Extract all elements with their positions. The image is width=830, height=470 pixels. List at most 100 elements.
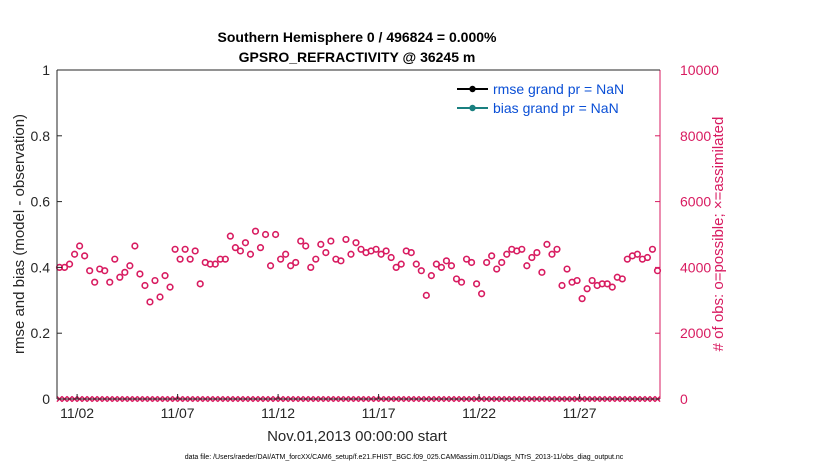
- obs-possible-point: [131, 242, 139, 250]
- obs-possible-point: [246, 250, 255, 258]
- obs-possible-point: [618, 275, 626, 283]
- obs-possible-point: [518, 245, 526, 253]
- obs-possible-point: [241, 239, 250, 247]
- data-file-footer: data file: /Users/raeder/DAI/ATM_forcXX/…: [185, 454, 624, 461]
- obs-possible-point: [548, 250, 556, 258]
- obs-possible-point: [357, 245, 365, 253]
- obs-possible-point: [302, 242, 310, 250]
- obs-possible-point: [387, 253, 395, 262]
- obs-possible-point: [317, 240, 325, 248]
- obs-possible-point: [266, 262, 275, 270]
- x-tick-label: 11/27: [563, 405, 597, 421]
- obs-possible-point: [467, 258, 476, 267]
- x-tick-label: 11/07: [161, 405, 195, 421]
- legend-bias-label: bias grand pr = NaN: [493, 100, 619, 116]
- obs-possible-point: [292, 258, 300, 267]
- obs-possible-point: [151, 276, 159, 285]
- obs-possible-point: [412, 260, 420, 268]
- obs-possible-point: [327, 237, 335, 245]
- obs-possible-point: [76, 242, 84, 250]
- legend-box: [450, 78, 648, 118]
- obs-possible-point: [226, 232, 234, 240]
- obs-possible-point: [478, 290, 486, 298]
- obs-possible-point: [156, 293, 164, 301]
- obs-possible-point: [407, 248, 415, 257]
- obs-possible-point: [277, 255, 285, 263]
- obs-possible-point: [81, 252, 89, 260]
- legend: rmse grand pr = NaN bias grand pr = NaN: [450, 78, 648, 118]
- y-axis-label-left: rmse and bias (model - observation): [11, 114, 28, 354]
- obs-possible-point: [312, 255, 320, 263]
- obs-possible-point: [352, 239, 360, 247]
- y-axis-label-right: # of obs: o=possible; ×=assimilated: [710, 117, 727, 352]
- obs-possible-point: [578, 295, 586, 303]
- obs-possible-point: [307, 263, 315, 272]
- x-axis-label: Nov.01,2013 00:00:00 start: [267, 428, 448, 445]
- obs-possible-point: [437, 263, 446, 272]
- obs-possible-point: [377, 250, 385, 258]
- obs-possible-point: [643, 253, 652, 262]
- obs-possible-point: [422, 291, 430, 299]
- obs-possible-point: [452, 275, 461, 283]
- obs-possible-point: [573, 276, 581, 285]
- obs-possible-point: [171, 245, 179, 253]
- obs-possible-point: [106, 278, 114, 286]
- obs-possible-point: [397, 260, 405, 268]
- obs-possible-point: [528, 253, 536, 262]
- obs-possible-point: [588, 276, 596, 285]
- obs-possible-point: [297, 237, 305, 245]
- y-left-tick-label: 0.2: [31, 325, 51, 341]
- obs-possible-point: [236, 247, 245, 255]
- x-tick-label: 11/02: [60, 405, 94, 421]
- obs-possible-point: [196, 280, 204, 288]
- obs-possible-point: [347, 250, 355, 258]
- plot-area: [57, 70, 660, 399]
- obs-possible-point: [322, 248, 330, 257]
- obs-possible-point: [146, 298, 154, 306]
- obs-possible-point: [543, 240, 551, 248]
- y-right-tick-label: 0: [680, 391, 688, 407]
- obs-possible-point: [251, 227, 260, 235]
- obs-possible-point: [442, 257, 451, 265]
- obs-possible-point: [483, 258, 491, 267]
- obs-possible-point: [563, 265, 571, 273]
- y-right-tick-label: 6000: [680, 194, 711, 210]
- chart-title: Southern Hemisphere 0 / 496824 = 0.000%: [218, 29, 498, 45]
- obs-possible-point: [523, 262, 531, 270]
- y-left-tick-label: 0.6: [31, 194, 51, 210]
- obs-possible-point: [101, 267, 109, 275]
- y-right-tick-label: 4000: [680, 259, 711, 275]
- obs-possible-point: [392, 263, 400, 272]
- obs-possible-point: [91, 278, 99, 286]
- obs-possible-point: [282, 250, 290, 258]
- obs-possible-point: [121, 268, 129, 276]
- obs-possible-point: [211, 260, 219, 268]
- obs-possible-point: [176, 255, 184, 263]
- legend-rmse-label: rmse grand pr = NaN: [493, 81, 624, 97]
- obs-possible-point: [472, 280, 481, 288]
- obs-possible-point: [417, 267, 425, 275]
- y-left-tick-label: 1: [42, 62, 50, 78]
- obs-possible-point: [493, 265, 501, 273]
- obs-possible-point: [70, 250, 79, 258]
- obs-possible-point: [271, 230, 280, 239]
- obs-possible-point: [141, 281, 149, 290]
- obs-possible-point: [488, 252, 496, 260]
- obs-possible-point: [221, 255, 229, 263]
- obs-possible-point: [498, 258, 506, 267]
- obs-possible-point: [186, 255, 194, 263]
- legend-rmse-marker: [469, 85, 476, 93]
- obs-possible-point: [231, 244, 239, 252]
- obs-possible-point: [603, 280, 611, 288]
- y-right-tick-label: 8000: [680, 128, 711, 144]
- obs-possible-point: [166, 283, 174, 291]
- obs-possible-point: [337, 257, 345, 265]
- obs-possible-point: [608, 283, 616, 291]
- y-left-tick-label: 0.4: [31, 259, 51, 275]
- obs-possible-point: [427, 272, 435, 280]
- x-tick-label: 11/12: [261, 405, 295, 421]
- y-right-tick-label: 10000: [680, 62, 719, 78]
- x-tick-label: 11/22: [462, 405, 496, 421]
- obs-possible-point: [583, 285, 591, 293]
- obs-possible-point: [533, 248, 541, 257]
